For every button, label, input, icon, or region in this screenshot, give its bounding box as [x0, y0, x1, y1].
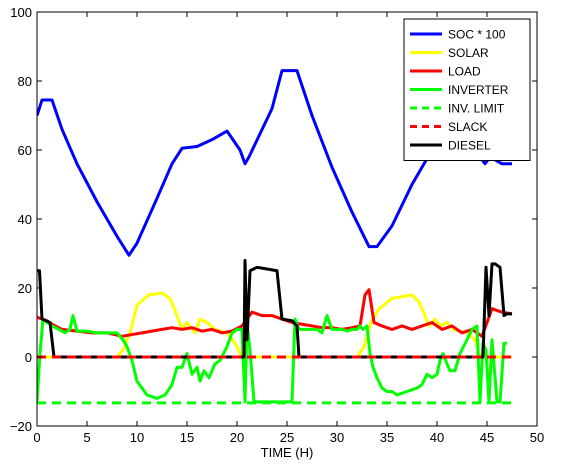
series-line-solar	[37, 291, 512, 359]
series-line-diesel	[37, 258, 512, 359]
legend-label-slack: SLACK	[448, 120, 487, 134]
y-tick-label: 80	[18, 74, 32, 89]
x-tick-label: 10	[130, 430, 144, 445]
legend-label-diesel: DIESEL	[448, 139, 491, 153]
legend-label-load: LOAD	[448, 65, 481, 79]
legend-label-soc-100: SOC * 100	[448, 28, 506, 42]
series-line-load	[37, 288, 513, 338]
x-tick-label: 20	[230, 430, 244, 445]
x-tick-label: 30	[330, 430, 344, 445]
x-axis: 0 5 10 15 20 25 30 35 40 45 50	[33, 12, 544, 445]
y-tick-label: 100	[10, 5, 32, 20]
series-line-inverter	[37, 314, 507, 404]
y-tick-label: −20	[10, 419, 32, 434]
y-tick-label: 0	[25, 350, 32, 365]
y-tick-label: 40	[18, 212, 32, 227]
x-tick-label: 40	[430, 430, 444, 445]
legend-label-solar: SOLAR	[448, 46, 489, 60]
y-tick-label: 20	[18, 281, 32, 296]
legend-label-inverter: INVERTER	[448, 83, 509, 97]
x-tick-label: 35	[380, 430, 394, 445]
x-tick-label: 50	[530, 430, 544, 445]
x-tick-label: 15	[180, 430, 194, 445]
legend-label-inv-limit: INV. LIMIT	[448, 102, 505, 116]
x-tick-label: 45	[480, 430, 494, 445]
legend: SOC * 100 SOLAR LOAD INVERTER INV. LIMIT SLAC…	[403, 18, 531, 161]
x-tick-label: 25	[280, 430, 294, 445]
x-tick-label: 0	[33, 430, 40, 445]
x-axis-label: TIME (H)	[261, 445, 314, 460]
x-tick-label: 5	[83, 430, 90, 445]
y-tick-label: 60	[18, 143, 32, 158]
y-axis: −20 0 20 40 60 80 100	[10, 5, 537, 434]
